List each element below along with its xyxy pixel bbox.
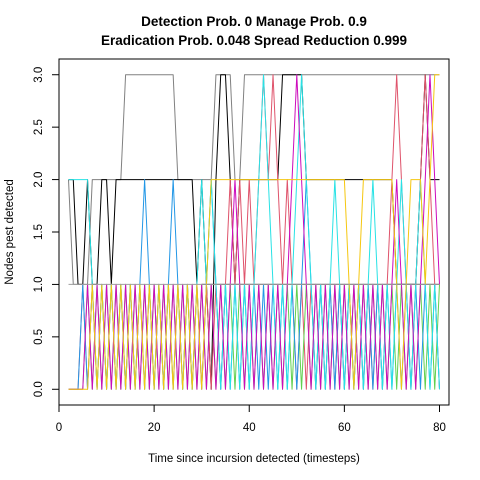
x-axis-label: Time since incursion detected (timesteps… [148,453,360,465]
y-tick-label: 1.5 [33,224,45,240]
series-line-2 [68,74,440,390]
y-tick-label: 1.0 [33,276,45,292]
series-line-8 [68,74,440,390]
x-tick-label: 0 [56,422,62,434]
y-axis-label: Nodes pest detected [4,179,16,285]
series-line-1 [68,74,440,285]
chart-title-line1: Detection Prob. 0 Manage Prob. 0.9 [141,14,367,29]
x-tick-label: 80 [433,422,446,434]
series-layer [68,74,440,390]
x-tick-label: 40 [243,422,256,434]
y-tick-label: 3.0 [33,67,45,83]
series-line-9 [68,74,440,390]
x-tick-label: 20 [148,422,161,434]
series-line-5 [68,283,440,390]
x-tick-label: 60 [338,422,351,434]
y-tick-label: 0.0 [33,381,45,397]
series-line-4 [68,74,440,390]
y-axis: 0.0 0.5 1.0 1.5 2.0 2.5 3.0 [33,67,60,397]
y-tick-label: 2.5 [33,119,45,135]
y-tick-label: 2.0 [33,172,45,188]
x-axis: 0 20 40 60 80 [56,404,446,434]
chart-title-line2: Eradication Prob. 0.048 Spread Reduction… [101,33,407,48]
y-tick-label: 0.5 [33,329,45,345]
series-line-7 [68,74,440,390]
